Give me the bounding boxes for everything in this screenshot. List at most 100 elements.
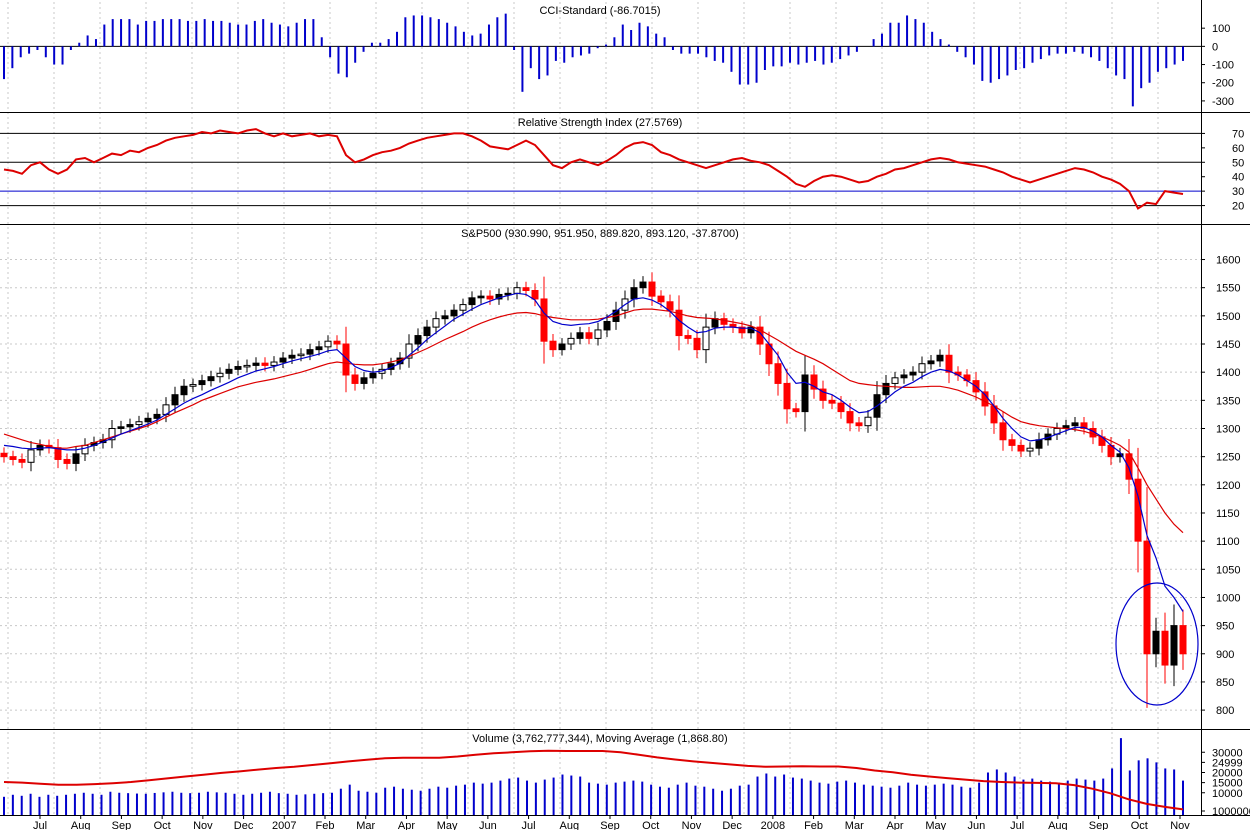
volume-tick-label: 24999: [1212, 757, 1243, 769]
cci-panel: CCI-Standard (-86.7015) 100 0 -100 -200 -300: [0, 5, 1234, 108]
cci-tick-label: -100: [1212, 60, 1234, 72]
candle-body: [342, 343, 350, 376]
rsi-tick-label: 30: [1232, 186, 1244, 198]
candle-body: [117, 426, 125, 429]
candle-body: [450, 309, 458, 317]
volume-title: Volume (3,762,777,344), Moving Average (…: [472, 733, 727, 745]
x-tick-label: Nov: [682, 820, 702, 830]
x-tick-label: Jul: [1010, 820, 1024, 830]
candle-body: [27, 449, 35, 463]
candle-body: [558, 343, 566, 351]
candle-body: [693, 337, 701, 351]
price-tick-label: 1100: [1216, 536, 1240, 548]
candle-body: [198, 380, 206, 386]
x-tick-label: Apr: [886, 820, 903, 830]
candle-body: [261, 362, 269, 366]
x-axis: Jul Aug Sep Oct Nov Dec 2007 Feb Mar Apr May Jun Jul…: [33, 815, 1190, 830]
x-tick-label: Aug: [1048, 820, 1068, 830]
x-tick-label: Oct: [154, 820, 171, 830]
candle-body: [828, 399, 836, 404]
candle-body: [603, 320, 611, 331]
price-tick-label: 1200: [1216, 480, 1240, 492]
x-tick-label: Aug: [559, 820, 579, 830]
ma-fast-line: [3, 292, 1184, 612]
x-tick-label: 2007: [272, 820, 296, 830]
x-tick-label: Dec: [234, 820, 254, 830]
candle-body: [306, 349, 314, 355]
candle-body: [1170, 625, 1178, 666]
candle-body: [900, 374, 908, 379]
price-tick-label: 1000: [1216, 592, 1240, 604]
candle-body: [1071, 422, 1079, 427]
candle-body: [927, 360, 935, 365]
candle-body: [882, 382, 890, 396]
candle-body: [1116, 453, 1124, 458]
x-tick-label: Nov: [1170, 820, 1190, 830]
volume-tick-label: 10000000: [1212, 806, 1250, 818]
candle-body: [819, 388, 827, 401]
candle-body: [414, 335, 422, 345]
candle-body: [360, 377, 368, 384]
price-tick-label: 1450: [1216, 339, 1240, 351]
x-tick-label: Mar: [356, 820, 375, 830]
volume-tick-label: 30000: [1212, 747, 1243, 759]
x-tick-label: Sep: [112, 820, 132, 830]
candle-body: [369, 372, 377, 379]
volume-ma-line: [3, 749, 1184, 811]
candle-body: [81, 444, 89, 455]
cci-tick-label: -300: [1212, 96, 1234, 108]
x-tick-label: Dec: [722, 820, 742, 830]
price-tick-label: 800: [1216, 705, 1234, 717]
x-tick-label: Jul: [33, 820, 47, 830]
cci-title: CCI-Standard (-86.7015): [539, 5, 660, 17]
candle-body: [702, 326, 710, 351]
candle-body: [837, 402, 845, 413]
candle-body: [783, 382, 791, 410]
candle-body: [531, 290, 539, 300]
volume-tick-label: 10000: [1212, 788, 1243, 800]
candle-body: [1179, 625, 1187, 655]
price-tick-label: 1300: [1216, 423, 1240, 435]
candle-body: [405, 343, 413, 359]
candle-body: [144, 417, 152, 423]
price-tick-label: 1500: [1216, 311, 1240, 323]
candle-body: [1026, 447, 1034, 452]
candle-body: [567, 337, 575, 345]
candle-body: [549, 340, 557, 351]
x-tick-label: Jun: [968, 820, 986, 830]
candle-body: [333, 340, 341, 345]
rsi-panel: Relative Strength Index (27.5769) 70 60 50…: [0, 117, 1244, 213]
candle-body: [423, 326, 431, 337]
candle-body: [999, 422, 1007, 441]
x-tick-label: Nov: [193, 820, 213, 830]
ma-slow-line: [3, 308, 1184, 534]
candle-body: [207, 376, 215, 382]
price-tick-label: 1600: [1216, 255, 1240, 267]
x-tick-label: Mar: [845, 820, 864, 830]
price-tick-label: 1400: [1216, 367, 1240, 379]
x-tick-label: Jun: [479, 820, 497, 830]
candle-body: [288, 354, 296, 359]
candle-body: [639, 281, 647, 289]
candle-body: [432, 318, 440, 328]
candle-body: [459, 304, 467, 311]
x-tick-label: Sep: [600, 820, 620, 830]
candle-body: [909, 371, 917, 376]
price-tick-label: 900: [1216, 649, 1234, 661]
candle-body: [504, 292, 512, 296]
candle-body: [738, 326, 746, 334]
candle-body: [0, 452, 8, 458]
x-tick-label: Feb: [316, 820, 335, 830]
candle-body: [1080, 422, 1088, 429]
candle-body: [189, 384, 197, 387]
rsi-tick-label: 60: [1232, 143, 1244, 155]
candle-body: [792, 408, 800, 413]
candle-body: [324, 340, 332, 348]
candle-body: [225, 368, 233, 374]
candle-body: [576, 332, 584, 339]
candle-body: [855, 422, 863, 427]
price-tick-label: 1550: [1216, 283, 1240, 295]
price-tick-label: 850: [1216, 677, 1234, 689]
